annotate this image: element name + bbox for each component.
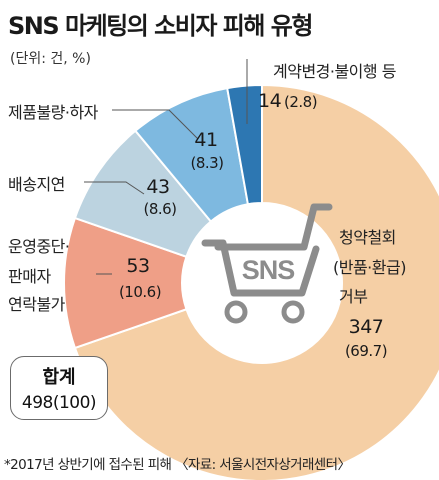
leader-line-delivery (84, 181, 145, 195)
percent-shutdown: (10.6) (119, 283, 161, 301)
cart-sns-text: SNS (242, 255, 295, 285)
percent-refusal: (69.7) (345, 342, 387, 360)
label-shutdown-2: 판매자 (8, 267, 51, 286)
value-defect: 41 (194, 129, 217, 151)
donut-slice-0 (73, 83, 439, 480)
label-refusal-2: (반품·환급) (333, 258, 406, 277)
total-box: 합계 498(100) (10, 356, 108, 420)
value-shutdown: 53 (126, 255, 149, 277)
label-shutdown-1: 운영중단· (8, 237, 69, 256)
label-shutdown-3: 연락불가 (8, 295, 66, 314)
value-contract-change: 14 (258, 90, 282, 112)
value-refusal: 347 (349, 316, 384, 338)
value-delivery-delay: 43 (146, 176, 169, 198)
total-value: 498(100) (21, 393, 97, 413)
leader-line-defect (112, 109, 199, 140)
chart-title: SNS 마케팅의 소비자 피해 유형 (8, 12, 313, 40)
label-refusal-3: 거부 (339, 287, 367, 306)
label-contract-change: 계약변경·불이행 등 (273, 62, 396, 81)
percent-delivery-delay: (8.6) (143, 200, 176, 218)
percent-contract-change: (2.8) (284, 93, 317, 111)
total-label: 합계 (42, 367, 76, 388)
shopping-cart-icon (201, 203, 333, 324)
label-delivery-delay: 배송지연 (8, 175, 65, 194)
label-refusal-1: 청약철회 (339, 228, 396, 247)
label-defect: 제품불량·하자 (8, 103, 99, 122)
footnote: *2017년 상반기에 접수된 피해 〈자료: 서울시전자상거래센터〉 (4, 457, 351, 473)
percent-defect: (8.3) (190, 154, 223, 172)
donut-slice-4 (226, 83, 263, 206)
unit-label: (단위: 건, %) (10, 51, 91, 67)
